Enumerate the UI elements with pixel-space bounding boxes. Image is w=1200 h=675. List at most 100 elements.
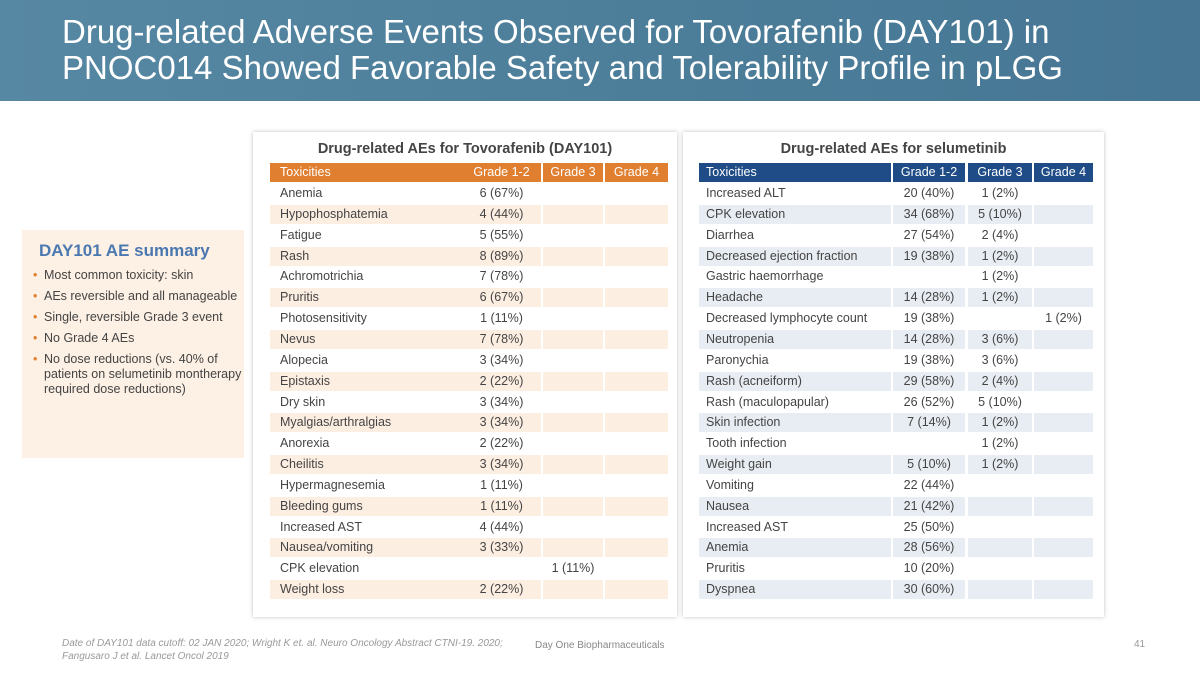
cell-bg [605, 476, 668, 495]
table-row: Decreased lymphocyte count 19 (38%) 1 (2%) [683, 309, 1104, 328]
grade-cell: 1 (2%) [981, 436, 1019, 451]
table-row: Fatigue 5 (55%) [253, 226, 677, 245]
grade-cell: 21 (42%) [903, 498, 955, 513]
grade-cell: 8 (89%) [479, 248, 524, 263]
grade-cell: 1 (11%) [480, 311, 523, 326]
column-header: Grade 4 [1040, 165, 1087, 179]
grade-cell: 3 (34%) [479, 394, 524, 409]
table-row: Alopecia 3 (34%) [253, 351, 677, 370]
cell-bg [543, 580, 603, 600]
cell-bg [1034, 267, 1093, 286]
cell-bg [270, 413, 462, 433]
cell-bg [968, 580, 1032, 600]
table-row: Vomiting 22 (44%) [683, 476, 1104, 495]
grade-cell: 3 (34%) [479, 415, 524, 430]
toxicity-cell: Dyspnea [706, 582, 756, 597]
grade-cell: 14 (28%) [903, 331, 955, 346]
table-row: Diarrhea 27 (54%) 2 (4%) [683, 226, 1104, 245]
cell-bg [699, 288, 891, 308]
table-row: Gastric haemorrhage 1 (2%) [683, 267, 1104, 286]
cell-bg [1034, 351, 1093, 370]
grade-cell: 25 (50%) [903, 519, 955, 534]
table-row: Nevus 7 (78%) [253, 329, 677, 349]
cell-bg [893, 434, 965, 453]
toxicity-cell: Bleeding gums [280, 498, 363, 513]
cell-bg [543, 184, 603, 203]
table-row: Decreased ejection fraction 19 (38%) 1 (2%… [683, 246, 1104, 266]
table-row: Photosensitivity 1 (11%) [253, 309, 677, 328]
cell-bg [893, 246, 965, 266]
cell-bg [968, 559, 1032, 578]
header-cell-bg [1034, 163, 1093, 182]
grade-cell: 10 (20%) [903, 561, 955, 576]
cell-bg [543, 226, 603, 245]
toxicity-cell: Nausea [706, 498, 750, 513]
cell-bg [893, 455, 965, 475]
cell-bg [1034, 288, 1093, 308]
cell-bg [893, 413, 965, 433]
table-row: Anorexia 2 (22%) [253, 434, 677, 453]
header-cell-bg [968, 163, 1032, 182]
toxicity-cell: Myalgias/arthralgias [280, 415, 392, 430]
cell-bg [462, 204, 541, 224]
grade-cell: 1 (2%) [981, 186, 1019, 200]
table-row: Anemia 28 (56%) [683, 538, 1104, 558]
column-header: Grade 1-2 [900, 165, 958, 179]
cell-bg [1034, 413, 1093, 433]
toxicity-cell: Headache [706, 290, 763, 305]
cell-bg [605, 351, 668, 370]
toxicity-cell: Alopecia [280, 352, 328, 367]
toxicity-cell: Skin infection [706, 415, 781, 430]
summary-bullet: No Grade 4 AEs [33, 331, 244, 346]
toxicity-cell: Epistaxis [280, 373, 331, 388]
cell-bg [543, 413, 603, 433]
toxicity-cell: Paronychia [706, 352, 769, 367]
header-band: Drug-related Adverse Events Observed for… [0, 0, 1200, 101]
table-row: Pruritis 10 (20%) [683, 559, 1104, 578]
cell-bg [270, 246, 462, 266]
cell-bg [1034, 329, 1093, 349]
cell-bg [605, 455, 668, 475]
cell-bg [699, 538, 891, 558]
column-header: Grade 4 [613, 165, 660, 179]
toxicity-cell: Rash [280, 248, 310, 263]
column-header: Toxicities [706, 165, 757, 179]
cell-bg [543, 246, 603, 266]
column-header: Toxicities [280, 165, 331, 179]
cell-bg [462, 288, 541, 308]
table-row: Increased ALT 20 (40%) 1 (2%) [683, 184, 1104, 203]
toxicity-cell: Nevus [280, 331, 316, 346]
cell-bg [605, 580, 668, 600]
cell-bg [605, 329, 668, 349]
toxicity-cell: Nausea/vomiting [280, 540, 374, 555]
cell-bg [1034, 246, 1093, 266]
cell-bg [893, 538, 965, 558]
summary-bullet: No dose reductions (vs. 40% of patients … [33, 352, 244, 397]
grade-cell: 2 (22%) [479, 373, 524, 388]
cell-bg [270, 204, 462, 224]
cell-bg [605, 371, 668, 391]
cell-bg [699, 496, 891, 516]
cell-bg [462, 496, 541, 516]
cell-bg [893, 496, 965, 516]
grade-cell: 3 (6%) [981, 331, 1019, 346]
grade-cell: 20 (40%) [903, 186, 955, 200]
toxicity-cell: Fatigue [280, 227, 322, 242]
cell-bg [605, 559, 668, 578]
cell-bg [270, 371, 462, 391]
toxicity-cell: Rash (maculopapular) [706, 394, 829, 409]
grade-cell: 4 (44%) [479, 519, 524, 534]
toxicity-cell: Diarrhea [706, 227, 754, 242]
cell-bg [605, 434, 668, 453]
table-row: Dry skin 3 (34%) [253, 393, 677, 412]
cell-bg [462, 329, 541, 349]
table-title: Drug-related AEs for selumetinib [780, 141, 1007, 157]
table-row: Hypophosphatemia 4 (44%) [253, 204, 677, 224]
toxicity-cell: Weight gain [706, 457, 772, 472]
cell-bg [968, 455, 1032, 475]
grade-cell: 5 (10%) [978, 394, 1022, 409]
table-row: Paronychia 19 (38%) 3 (6%) [683, 351, 1104, 370]
header-row: Toxicities Grade 1-2 Grade 3 Grade 4 [683, 163, 1104, 182]
toxicity-cell: Decreased ejection fraction [706, 248, 858, 263]
grade-cell: 14 (28%) [903, 290, 955, 305]
